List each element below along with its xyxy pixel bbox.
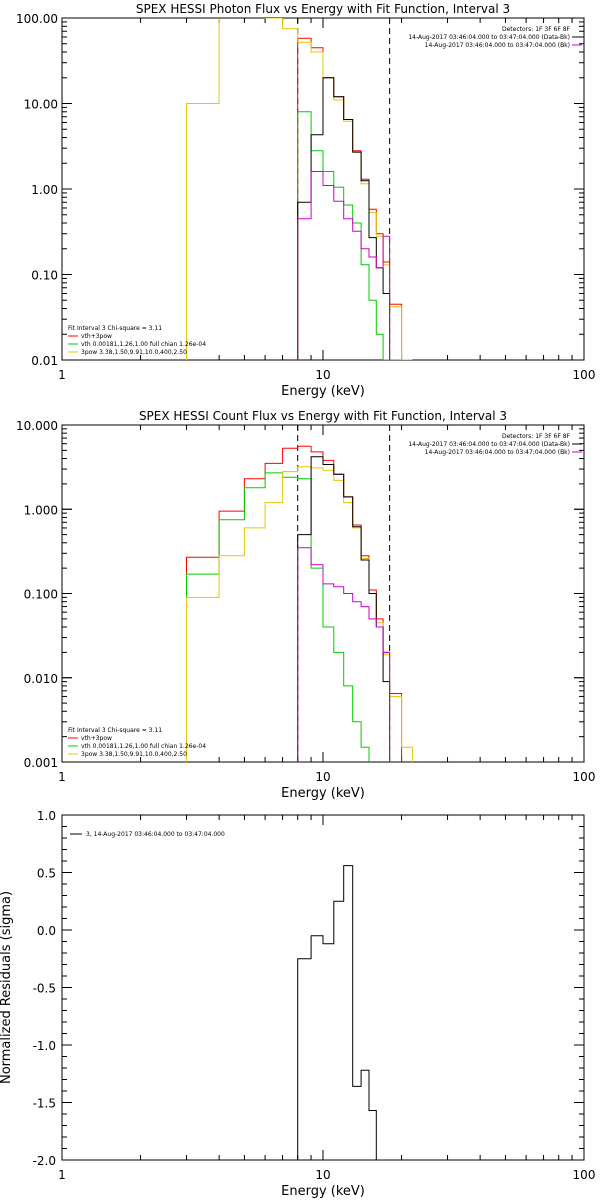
x-axis: 1 10 100 Energy (keV) <box>58 815 595 1199</box>
plot-area <box>297 865 390 1160</box>
series-1 <box>297 865 390 1160</box>
legend-text: 3pow 3.38,1.50,9.91,10.0,400,2.50 <box>81 349 187 356</box>
plot-area <box>186 18 413 360</box>
series-1 <box>297 37 403 360</box>
x-tick-label: 10 <box>315 1168 330 1182</box>
legend-text: vth+3pow <box>81 333 112 340</box>
series-line <box>186 466 413 762</box>
legend-text: vth 0.00181,1.26,1.00 full chian 1.26e-0… <box>81 743 206 750</box>
y-axis: 0.001 0.010 0.100 1.000 10.000 <box>16 419 584 770</box>
series-5 <box>297 171 391 360</box>
x-tick-label: 100 <box>573 1168 596 1182</box>
chart-title: SPEX HESSI Photon Flux vs Energy with Fi… <box>136 2 510 16</box>
x-tick-label: 1 <box>58 1168 66 1182</box>
y-tick-label: 0.100 <box>24 588 58 602</box>
legend: 3, 14-Aug-2017 03:46:04.000 to 03:47:04.… <box>70 831 225 838</box>
y-tick-label: 0.0 <box>37 924 56 938</box>
series-line <box>297 547 391 762</box>
series-line <box>186 445 403 762</box>
legend-text: 14-Aug-2017 03:46:04.000 to 03:47:04.000… <box>408 34 570 41</box>
legend-text: 14-Aug-2017 03:46:04.000 to 03:47:04.000… <box>425 42 570 49</box>
series-2 <box>297 111 402 360</box>
legend-text: vth 0.00181,1.26,1.00 full chian 1.26e-0… <box>81 341 206 348</box>
x-axis: 1 10 100 Energy (keV) <box>58 425 595 801</box>
chart-panel-1: SPEX HESSI Photon Flux vs Energy with Fi… <box>16 2 595 399</box>
y-axis: 0.01 0.10 1.00 10.00 100.00 <box>16 12 584 368</box>
legend-text: Fit Interval 3 Chi-square = 3.11 <box>68 727 162 734</box>
y-axis-label: Normalized Residuals (sigma) <box>0 891 14 1084</box>
series-line <box>186 472 370 762</box>
x-tick-label: 1 <box>58 368 66 382</box>
x-axis-label: Energy (keV) <box>281 384 365 399</box>
legend-text: Detectors: 1F 3F 6F 8F <box>502 433 571 440</box>
x-axis: 1 10 100 Energy (keV) <box>58 18 595 399</box>
y-tick-label: -1.5 <box>33 1097 56 1111</box>
legend-text: Detectors: 1F 3F 6F 8F <box>502 26 571 33</box>
series-line <box>297 171 391 360</box>
series-line <box>297 111 402 360</box>
x-tick-label: 100 <box>573 368 596 382</box>
y-tick-label: 1.00 <box>31 183 58 197</box>
y-tick-label: 0.010 <box>24 672 58 686</box>
series-1 <box>186 445 403 762</box>
series-line <box>297 37 403 360</box>
y-tick-label: 0.001 <box>24 756 58 770</box>
y-tick-label: 10.00 <box>24 98 58 112</box>
legend-text: 14-Aug-2017 03:46:04.000 to 03:47:04.000… <box>408 441 570 448</box>
legend-bottom-left: Fit Interval 3 Chi-square = 3.11vth+3pow… <box>68 727 206 758</box>
series-line <box>297 865 390 1160</box>
y-tick-label: -0.5 <box>33 982 56 996</box>
x-tick-label: 1 <box>58 770 66 784</box>
legend-text: 14-Aug-2017 03:46:04.000 to 03:47:04.000… <box>425 449 570 456</box>
series-line <box>186 18 413 360</box>
plot-frame <box>61 814 585 1161</box>
y-tick-label: 0.10 <box>31 269 58 283</box>
y-tick-label: -1.0 <box>33 1039 56 1053</box>
y-tick-label: 1.0 <box>37 809 56 823</box>
x-tick-label: 10 <box>315 368 330 382</box>
series-3 <box>186 18 413 360</box>
y-tick-label: -2.0 <box>33 1154 56 1168</box>
chart-title: SPEX HESSI Count Flux vs Energy with Fit… <box>139 409 507 423</box>
y-tick-label: 1.000 <box>24 503 58 517</box>
x-tick-label: 10 <box>315 770 330 784</box>
y-tick-label: 0.01 <box>31 354 58 368</box>
x-axis-label: Energy (keV) <box>281 1184 365 1199</box>
legend-text: vth+3pow <box>81 735 112 742</box>
y-tick-label: 100.00 <box>16 12 58 26</box>
y-tick-label: 10.000 <box>16 419 58 433</box>
series-5 <box>297 547 391 762</box>
y-tick-label: 0.5 <box>37 867 56 881</box>
legend-bottom-left: Fit Interval 3 Chi-square = 3.11vth+3pow… <box>68 325 206 356</box>
plot-area <box>186 425 413 762</box>
x-tick-label: 100 <box>573 770 596 784</box>
chart-panel-2: SPEX HESSI Count Flux vs Energy with Fit… <box>16 409 595 801</box>
chart-panel-3: 1 10 100 Energy (keV) -2.0 -1.5 -1.0 -0.5 0.0 0.5… <box>0 809 595 1199</box>
legend-text: Fit Interval 3 Chi-square = 3.11 <box>68 325 162 332</box>
series-2 <box>186 472 370 762</box>
x-axis-label: Energy (keV) <box>281 786 365 801</box>
series-3 <box>186 466 413 762</box>
legend-text: 3pow 3.38,1.50,9.91,10.0,400,2.50 <box>81 751 187 758</box>
legend-text: 3, 14-Aug-2017 03:46:04.000 to 03:47:04.… <box>86 831 225 838</box>
y-axis: -2.0 -1.5 -1.0 -0.5 0.0 0.5 1.0 Normalized Resi… <box>0 809 584 1168</box>
